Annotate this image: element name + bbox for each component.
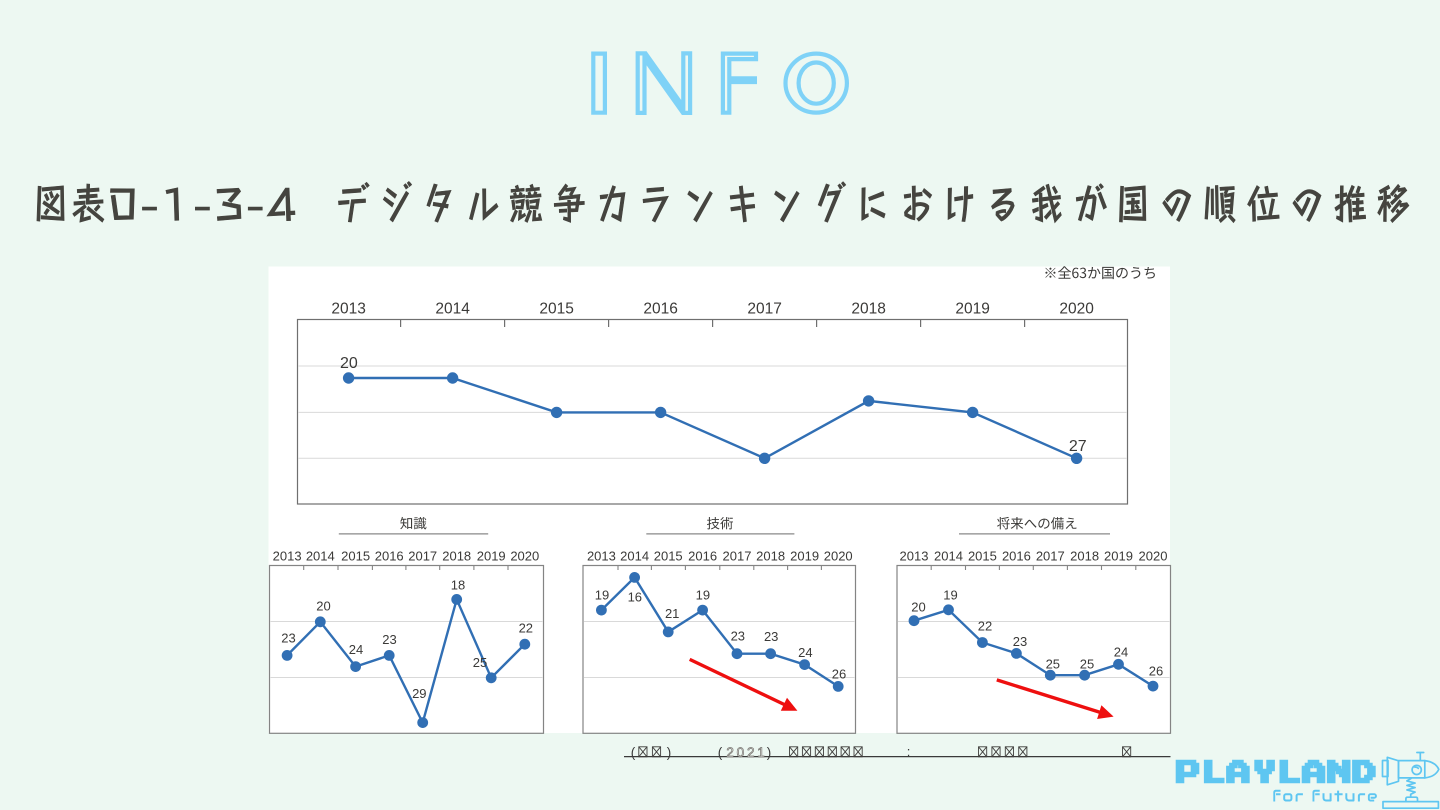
svg-text:29: 29 — [412, 686, 426, 701]
svg-text:2016: 2016 — [643, 300, 677, 317]
svg-text:26: 26 — [1149, 664, 1163, 679]
svg-text:2020: 2020 — [824, 549, 853, 564]
svg-text:2019: 2019 — [955, 300, 989, 317]
svg-text:20: 20 — [911, 600, 925, 615]
svg-text:23: 23 — [1013, 634, 1027, 649]
svg-text:19: 19 — [595, 588, 609, 603]
svg-text:2: 2 — [726, 745, 734, 760]
svg-text:2013: 2013 — [900, 549, 929, 564]
svg-text:2016: 2016 — [1002, 549, 1031, 564]
svg-text::: : — [907, 744, 911, 759]
svg-text:2018: 2018 — [756, 549, 785, 564]
svg-text:2014: 2014 — [934, 549, 963, 564]
svg-text:2019: 2019 — [477, 549, 506, 564]
svg-text:26: 26 — [832, 667, 846, 682]
svg-text:2014: 2014 — [306, 549, 335, 564]
svg-text:23: 23 — [764, 629, 778, 644]
svg-text:23: 23 — [281, 631, 295, 646]
svg-text:2020: 2020 — [1139, 549, 1168, 564]
svg-text:2013: 2013 — [273, 549, 302, 564]
svg-text:(: ( — [631, 745, 636, 760]
svg-text:19: 19 — [696, 587, 710, 602]
svg-text:27: 27 — [1069, 438, 1087, 455]
svg-text:20: 20 — [340, 355, 358, 372]
svg-text:2020: 2020 — [1059, 300, 1094, 317]
svg-text:19: 19 — [943, 588, 957, 603]
svg-text:2018: 2018 — [851, 300, 885, 317]
svg-text:24: 24 — [349, 642, 363, 657]
svg-text:22: 22 — [978, 619, 992, 634]
svg-text:2017: 2017 — [723, 549, 752, 564]
svg-text:2020: 2020 — [510, 549, 539, 564]
svg-text:(: ( — [718, 745, 723, 760]
svg-text:2014: 2014 — [435, 300, 470, 317]
svg-text:2013: 2013 — [331, 300, 365, 317]
svg-text:20: 20 — [316, 599, 330, 614]
svg-text:16: 16 — [628, 589, 642, 604]
svg-text:25: 25 — [473, 655, 487, 670]
svg-text:18: 18 — [451, 578, 465, 593]
svg-text:1: 1 — [757, 745, 765, 760]
svg-text:23: 23 — [731, 629, 745, 644]
svg-text:23: 23 — [382, 632, 396, 647]
svg-text:2014: 2014 — [620, 549, 649, 564]
svg-text:25: 25 — [1046, 657, 1060, 672]
svg-text:2015: 2015 — [654, 549, 683, 564]
svg-text:2015: 2015 — [341, 549, 370, 564]
svg-text:): ) — [767, 745, 772, 760]
svg-text:24: 24 — [1114, 645, 1128, 660]
svg-text:2017: 2017 — [408, 549, 437, 564]
svg-text:2018: 2018 — [1070, 549, 1099, 564]
svg-text:2015: 2015 — [968, 549, 997, 564]
svg-text:22: 22 — [519, 621, 533, 636]
svg-text:2019: 2019 — [790, 549, 819, 564]
svg-text:2: 2 — [747, 745, 755, 760]
svg-text:2017: 2017 — [747, 300, 781, 317]
svg-text:2018: 2018 — [442, 549, 471, 564]
svg-text:0: 0 — [737, 745, 745, 760]
svg-text:2015: 2015 — [539, 300, 573, 317]
svg-text:2013: 2013 — [587, 549, 616, 564]
svg-text:2016: 2016 — [688, 549, 717, 564]
svg-text:): ) — [667, 745, 672, 760]
svg-text:24: 24 — [798, 645, 812, 660]
svg-text:2016: 2016 — [375, 549, 404, 564]
svg-text:21: 21 — [665, 606, 679, 621]
svg-text:25: 25 — [1080, 657, 1094, 672]
svg-text:2019: 2019 — [1104, 549, 1133, 564]
svg-text:2017: 2017 — [1036, 549, 1065, 564]
